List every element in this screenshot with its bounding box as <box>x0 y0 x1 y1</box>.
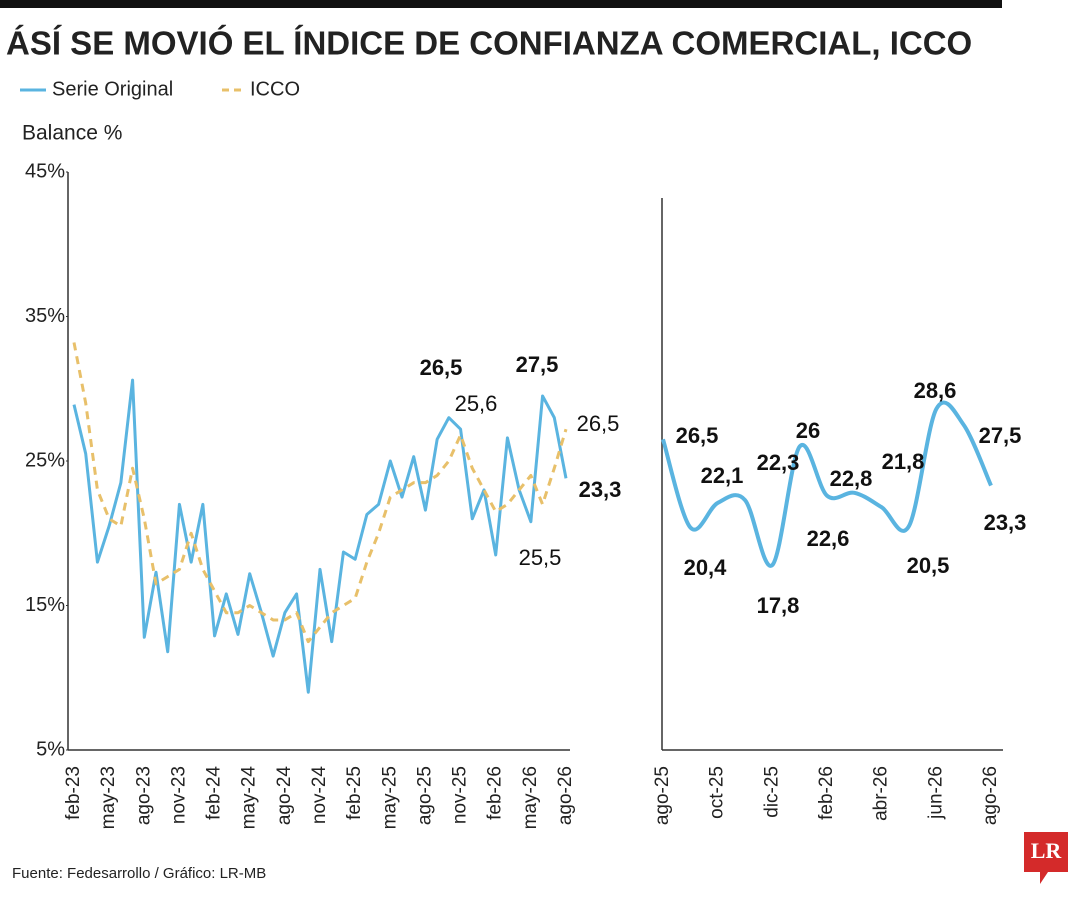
data-label: 22,6 <box>807 526 850 551</box>
x-tick-label: feb-25 <box>344 766 365 820</box>
data-label: 27,5 <box>979 423 1022 448</box>
legend-label: ICCO <box>250 78 300 100</box>
data-label: 20,5 <box>907 553 950 578</box>
x-tick-label: may-26 <box>520 766 541 829</box>
annotation: 26,5 <box>577 411 620 436</box>
x-tick-label: ago-25 <box>414 766 435 825</box>
y-axis-label: Balance % <box>22 122 122 145</box>
data-label: 22,3 <box>757 450 800 475</box>
annotation: 27,5 <box>516 352 559 377</box>
y-tick-label: 25% <box>25 449 65 471</box>
y-tick-label: 45% <box>25 160 65 182</box>
annotation: 25,6 <box>455 391 498 416</box>
data-label: 26,5 <box>676 423 719 448</box>
data-label: 22,1 <box>701 463 744 488</box>
legend-label: Serie Original <box>52 78 173 100</box>
data-label: 28,6 <box>914 378 957 403</box>
x-tick-label: abr-26 <box>871 766 892 821</box>
x-tick-label: jun-26 <box>925 766 946 820</box>
logo: LR <box>1031 838 1063 863</box>
line-series <box>72 378 568 694</box>
data-label: 20,4 <box>684 555 728 580</box>
x-tick-label: may-25 <box>379 766 400 829</box>
x-tick-label: ago-23 <box>133 766 154 825</box>
x-tick-label: ago-26 <box>980 766 1001 825</box>
chart-title: ÁSÍ SE MOVIÓ EL ÍNDICE DE CONFIANZA COME… <box>6 25 972 62</box>
x-tick-label: oct-25 <box>707 766 728 819</box>
x-tick-label: feb-24 <box>204 766 225 820</box>
annotation: 25,5 <box>519 545 562 570</box>
x-tick-label: nov-23 <box>168 766 189 824</box>
source: Fuente: Fedesarrollo / Gráfico: LR-MB <box>12 865 266 882</box>
annotation: 23,3 <box>579 477 622 502</box>
annotation: 26,5 <box>420 355 463 380</box>
line-series <box>661 400 993 568</box>
logo-bg <box>1024 832 1068 884</box>
x-tick-label: may-23 <box>98 766 119 829</box>
y-tick-label: 5% <box>36 738 65 760</box>
x-tick-label: ago-25 <box>652 766 673 825</box>
x-tick-label: may-24 <box>239 766 260 830</box>
x-tick-label: feb-26 <box>816 766 837 820</box>
line-series <box>72 342 568 644</box>
data-label: 22,8 <box>830 466 873 491</box>
x-tick-label: nov-25 <box>450 766 471 824</box>
x-tick-label: feb-23 <box>63 766 84 820</box>
y-tick-label: 15% <box>25 594 65 616</box>
top-bar <box>0 0 1002 8</box>
x-tick-label: nov-24 <box>309 766 330 825</box>
x-tick-label: ago-24 <box>274 766 295 826</box>
data-label: 21,8 <box>882 449 925 474</box>
data-label: 17,8 <box>757 593 800 618</box>
data-label: 26 <box>796 418 820 443</box>
y-tick-label: 35% <box>25 305 65 327</box>
data-label: 23,3 <box>984 510 1027 535</box>
x-tick-label: ago-26 <box>555 766 576 825</box>
x-tick-label: dic-25 <box>761 766 782 818</box>
x-tick-label: feb-26 <box>485 766 506 820</box>
